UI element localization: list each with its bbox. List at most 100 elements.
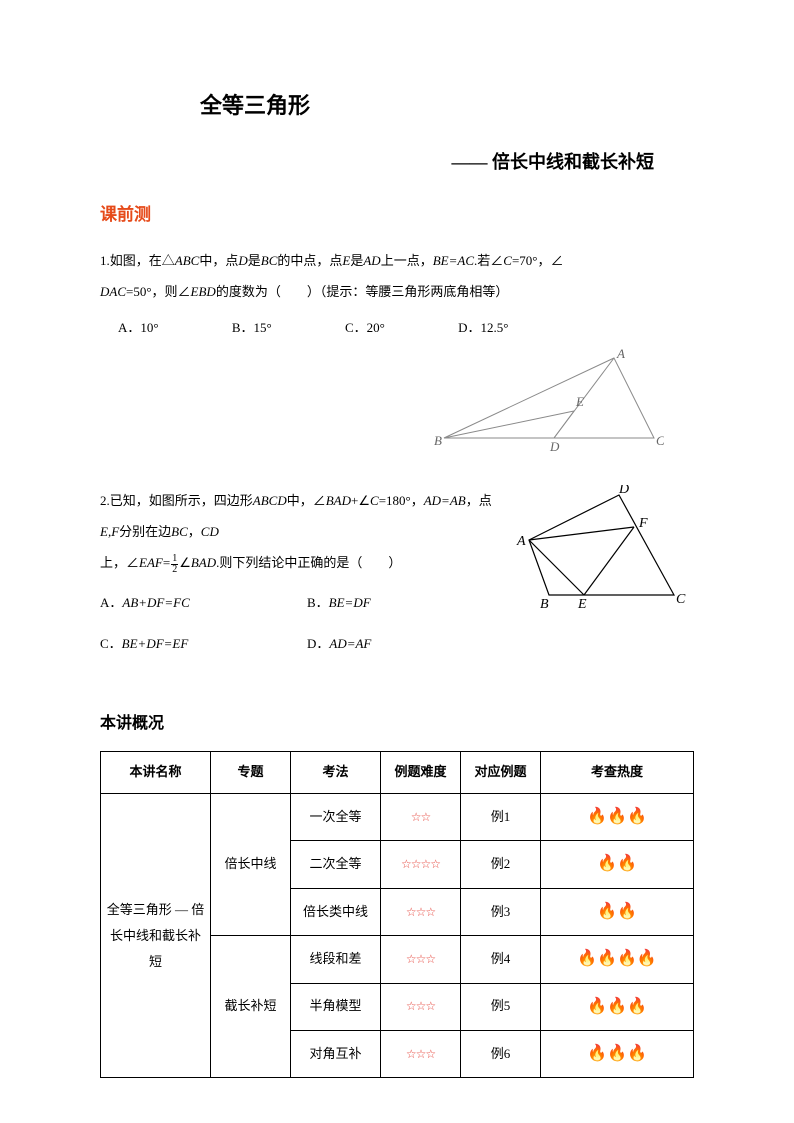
cell-topic1: 倍长中线 (211, 793, 291, 935)
th-heat: 考查热度 (541, 752, 694, 794)
cell-ex: 例4 (461, 936, 541, 983)
q2-text: =180°， (379, 493, 424, 508)
q2-cd: CD (201, 524, 219, 539)
overview-header: 本讲概况 (100, 709, 694, 739)
q1-choice-a: A．10° (118, 316, 159, 341)
fig1-label-a: A (616, 348, 625, 361)
cell-method: 一次全等 (291, 793, 381, 840)
cell-method: 半角模型 (291, 983, 381, 1030)
figure-2: A B C D E F (514, 485, 694, 626)
fig2-label-c: C (676, 592, 686, 607)
q1-text: 是 (248, 253, 261, 268)
cell-diff: ☆☆☆☆ (381, 841, 461, 888)
q2-frac: 12 (171, 554, 178, 575)
q2-adab: AD=AB (424, 493, 466, 508)
q1-text: 的中点，点 (277, 253, 342, 268)
cell-fire: 🔥🔥🔥🔥 (541, 936, 694, 983)
q1-text: 1.如图，在△ (100, 253, 175, 268)
cell-ex: 例3 (461, 888, 541, 935)
document-title: 全等三角形 (100, 85, 694, 127)
q2-text: = (163, 555, 170, 570)
cell-fire: 🔥🔥 (541, 888, 694, 935)
q1-text: .若∠ (474, 253, 503, 268)
cell-fire: 🔥🔥🔥 (541, 983, 694, 1030)
document-subtitle: —— 倍长中线和截长补短 (100, 145, 694, 179)
q1-text: 的度数为（ ）（提示：等腰三角形两底角相等） (216, 284, 509, 299)
q2-bad: BAD (326, 493, 351, 508)
q1-choices: A．10° B．15° C．20° D．12.5° (100, 316, 694, 341)
fig2-label-d: D (618, 485, 629, 497)
th-diff: 例题难度 (381, 752, 461, 794)
q1-d: D (238, 253, 247, 268)
q1-beac: BE=AC (433, 253, 474, 268)
fig1-label-b: B (434, 433, 442, 448)
q2-choice-b: B．BE=DF (307, 587, 504, 618)
q2-text: .则下列结论中正确的是（ ） (216, 555, 401, 570)
fig1-label-c: C (656, 433, 664, 448)
cell-method: 二次全等 (291, 841, 381, 888)
q1-text: 上一点， (381, 253, 433, 268)
q1-choice-b: B．15° (232, 316, 272, 341)
table-row: 全等三角形 — 倍长中线和截长补短 倍长中线 一次全等 ☆☆ 例1 🔥🔥🔥 (101, 793, 694, 840)
fig2-label-b: B (540, 597, 549, 612)
q2-ef: E,F (100, 524, 119, 539)
cell-diff: ☆☆☆ (381, 1030, 461, 1077)
question-2: 2.已知，如图所示，四边形ABCD中，∠BAD+∠C=180°，AD=AB，点E… (100, 485, 504, 659)
cell-method: 线段和差 (291, 936, 381, 983)
cell-diff: ☆☆ (381, 793, 461, 840)
table-header-row: 本讲名称 专题 考法 例题难度 对应例题 考查热度 (101, 752, 694, 794)
q1-text: 中，点 (199, 253, 238, 268)
q2-choice-d: D．AD=AF (307, 628, 504, 659)
q2-text: 中，∠ (287, 493, 326, 508)
th-topic: 专题 (211, 752, 291, 794)
cell-method: 对角互补 (291, 1030, 381, 1077)
cell-ex: 例2 (461, 841, 541, 888)
fig1-label-e: E (575, 394, 584, 409)
cell-ex: 例1 (461, 793, 541, 840)
q2-c: C (370, 493, 379, 508)
q1-abc: ABC (175, 253, 200, 268)
q1-ebd: EBD (191, 284, 216, 299)
cell-diff: ☆☆☆ (381, 888, 461, 935)
q2-bad2: BAD (191, 555, 216, 570)
q2-text: ，点 (466, 493, 492, 508)
q1-choice-d: D．12.5° (458, 316, 508, 341)
th-method: 考法 (291, 752, 381, 794)
cell-diff: ☆☆☆ (381, 936, 461, 983)
q2-choice-c: C．BE+DF=EF (100, 628, 297, 659)
fig2-label-a: A (516, 534, 526, 549)
pretest-header: 课前测 (100, 199, 694, 231)
question-1: 1.如图，在△ABC中，点D是BC的中点，点E是AD上一点，BE=AC.若∠C=… (100, 245, 694, 307)
q2-eaf: EAF (139, 555, 163, 570)
q1-text: =70°，∠ (512, 253, 564, 268)
cell-fire: 🔥🔥🔥 (541, 793, 694, 840)
th-name: 本讲名称 (101, 752, 211, 794)
fig2-label-e: E (577, 597, 587, 612)
q1-choice-c: C．20° (345, 316, 385, 341)
q2-text: 上，∠ (100, 555, 139, 570)
q2-text: 分别在边 (119, 524, 171, 539)
overview-table: 本讲名称 专题 考法 例题难度 对应例题 考查热度 全等三角形 — 倍长中线和截… (100, 751, 694, 1078)
q2-text: ， (188, 524, 201, 539)
fig2-label-f: F (638, 516, 648, 531)
q2-text: +∠ (351, 493, 370, 508)
cell-method: 倍长类中线 (291, 888, 381, 935)
cell-ex: 例6 (461, 1030, 541, 1077)
q1-ad: AD (363, 253, 380, 268)
q2-abcd: ABCD (253, 493, 287, 508)
cell-name: 全等三角形 — 倍长中线和截长补短 (101, 793, 211, 1077)
q1-text: =50°，则∠ (126, 284, 191, 299)
cell-ex: 例5 (461, 983, 541, 1030)
cell-fire: 🔥🔥🔥 (541, 1030, 694, 1077)
q2-text: ∠ (179, 555, 191, 570)
q1-bc: BC (261, 253, 278, 268)
q2-text: 2.已知，如图所示，四边形 (100, 493, 253, 508)
cell-fire: 🔥🔥 (541, 841, 694, 888)
q1-dac: DAC (100, 284, 126, 299)
q2-choice-a: A．AB+DF=FC (100, 587, 297, 618)
q2-bc: BC (171, 524, 188, 539)
figure-1: A B C D E (100, 348, 694, 469)
q1-c: C (503, 253, 512, 268)
fig1-label-d: D (549, 439, 560, 454)
th-ex: 对应例题 (461, 752, 541, 794)
